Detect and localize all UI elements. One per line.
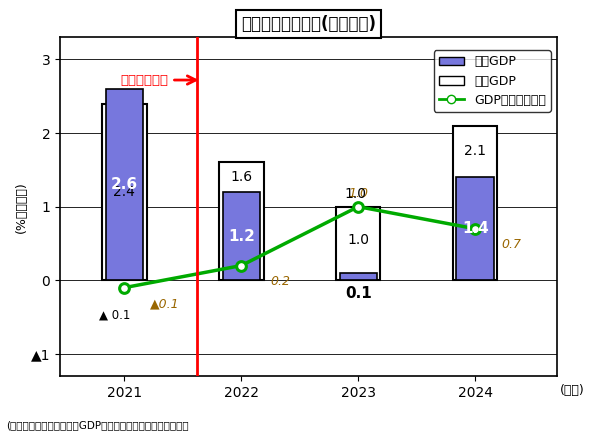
- Text: 2.4: 2.4: [113, 185, 135, 199]
- Text: 2.6: 2.6: [111, 177, 138, 192]
- Legend: 実質GDP, 名目GDP, GDPデフレーター: 実質GDP, 名目GDP, GDPデフレーター: [434, 51, 551, 112]
- Bar: [336, 206, 380, 280]
- Text: 0.7: 0.7: [501, 238, 521, 251]
- Text: 農中総研予測: 農中総研予測: [121, 73, 196, 86]
- Bar: [219, 162, 264, 280]
- Text: ▲ 0.1: ▲ 0.1: [99, 308, 131, 321]
- Text: 1.2: 1.2: [228, 229, 255, 244]
- Bar: [453, 126, 497, 280]
- Y-axis label: (%前年度比): (%前年度比): [15, 181, 28, 232]
- Text: 0.1: 0.1: [345, 286, 371, 301]
- Text: 0.2: 0.2: [271, 275, 291, 288]
- Text: ▲0.1: ▲0.1: [150, 297, 180, 310]
- Bar: [223, 192, 260, 280]
- Text: 1.0: 1.0: [345, 187, 367, 201]
- Text: 1.4: 1.4: [462, 221, 489, 236]
- Title: 経済成長率の予測(前年度比): 経済成長率の予測(前年度比): [241, 15, 376, 33]
- Bar: [456, 177, 494, 280]
- Bar: [105, 89, 143, 280]
- Text: (年度): (年度): [559, 384, 584, 397]
- Text: 1.0: 1.0: [347, 233, 369, 247]
- Text: 1.6: 1.6: [230, 170, 252, 184]
- Text: 1.0: 1.0: [348, 187, 368, 200]
- Bar: [102, 104, 147, 280]
- Text: (資料）内閣府「四半期別GDP速報」より農中総研作成・予測: (資料）内閣府「四半期別GDP速報」より農中総研作成・予測: [6, 420, 189, 430]
- Text: 2.1: 2.1: [464, 144, 486, 159]
- Bar: [340, 273, 377, 280]
